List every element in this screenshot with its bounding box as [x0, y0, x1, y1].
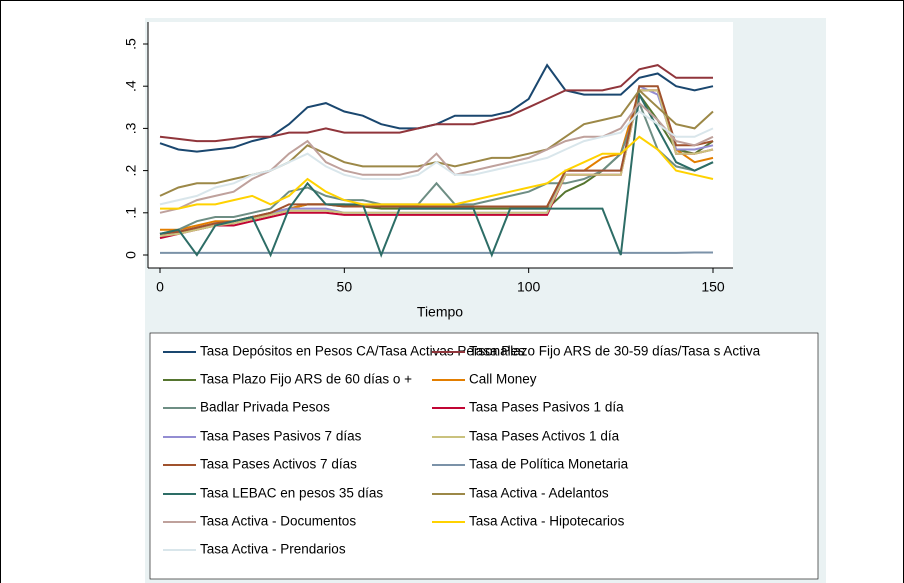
y-tick-label: .1 — [123, 207, 139, 219]
x-tick-label: 100 — [517, 279, 541, 295]
legend-label: Tasa Activa - Hipotecarios — [469, 514, 625, 529]
legend-box — [149, 332, 819, 580]
legend-label: Tasa Pases Pasivos 1 día — [469, 400, 624, 415]
legend-label: Tasa LEBAC en pesos 35 días — [200, 486, 383, 501]
x-tick-label: 0 — [156, 279, 164, 295]
y-tick-label: .3 — [123, 122, 139, 134]
x-tick-label: 150 — [701, 279, 725, 295]
legend-label: Call Money — [469, 372, 537, 387]
legend-label: Tasa Pases Activos 1 día — [469, 429, 620, 444]
y-tick-label: .2 — [123, 165, 139, 177]
series-line — [159, 64, 713, 143]
legend-label: Badlar Privada Pesos — [200, 400, 330, 415]
y-tick-label: 0 — [123, 251, 139, 259]
legend-label: Tasa Pases Pasivos 7 días — [200, 429, 362, 444]
legend-label: Tasa Plazo Fijo ARS de 30-59 días/Tasa s… — [469, 344, 761, 359]
x-tick-label: 50 — [337, 279, 353, 295]
legend-label: Tasa Depósitos en Pesos CA/Tasa Activas … — [200, 344, 525, 359]
series-line — [159, 101, 714, 214]
legend-label: Tasa Pases Activos 7 días — [200, 457, 357, 472]
y-tick-label: .5 — [123, 38, 139, 50]
x-axis-title: Tiempo — [417, 304, 463, 320]
series-line — [159, 110, 714, 206]
legend-label: Tasa Activa - Prendarios — [200, 542, 346, 557]
series-line — [160, 135, 714, 210]
legend-label: Tasa Activa - Documentos — [200, 514, 356, 529]
legend-label: Tasa de Política Monetaria — [469, 457, 629, 472]
y-tick-label: .4 — [123, 80, 139, 92]
legend-label: Tasa Plazo Fijo ARS de 60 días o + — [200, 372, 412, 387]
plot-region — [148, 22, 733, 268]
legend-label: Tasa Activa - Adelantos — [469, 486, 609, 501]
series-line — [159, 91, 714, 258]
